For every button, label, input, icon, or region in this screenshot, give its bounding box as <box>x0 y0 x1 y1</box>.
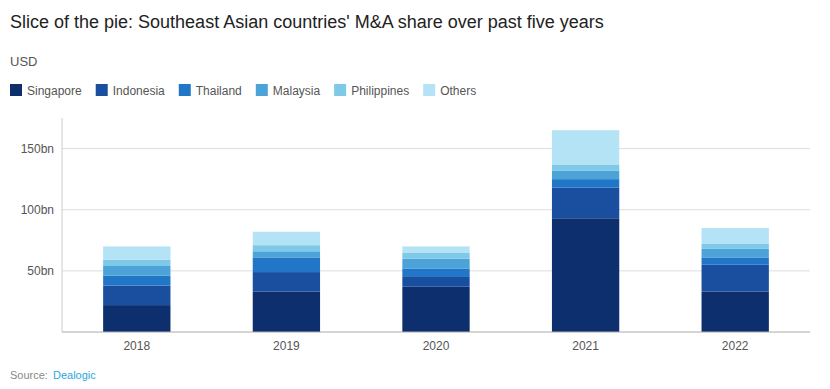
y-tick-label: 50bn <box>27 264 54 278</box>
y-tick-label: 100bn <box>21 203 54 217</box>
x-tick-label: 2022 <box>722 339 749 353</box>
bar <box>702 228 769 244</box>
legend-label: Others <box>440 84 476 98</box>
bar <box>702 257 769 264</box>
bar <box>253 251 320 257</box>
bar <box>702 244 769 249</box>
bar <box>702 265 769 292</box>
bar <box>103 305 170 332</box>
legend-label: Indonesia <box>113 84 165 98</box>
bar <box>253 232 320 245</box>
x-tick-label: 2021 <box>572 339 599 353</box>
bar <box>253 292 320 332</box>
bar <box>552 218 619 332</box>
source-link: Dealogic <box>53 369 96 381</box>
y-tick-label: 150bn <box>21 142 54 156</box>
bar <box>402 259 469 269</box>
y-axis-line <box>62 118 63 332</box>
bar <box>402 268 469 277</box>
y-axis-label: USD <box>10 54 37 69</box>
x-tick-label: 2019 <box>273 339 300 353</box>
source-label: Source: <box>10 369 51 381</box>
bar <box>103 276 170 286</box>
bar <box>103 266 170 276</box>
bar <box>253 272 320 292</box>
bar <box>103 260 170 266</box>
grid-line <box>62 148 810 149</box>
bar <box>103 246 170 259</box>
legend-label: Singapore <box>27 84 82 98</box>
bar <box>103 286 170 306</box>
legend-swatch <box>334 84 346 96</box>
bar <box>402 287 469 332</box>
bar <box>552 130 619 164</box>
legend-swatch <box>423 84 435 96</box>
legend: Singapore Indonesia Thailand Malaysia Philip… <box>10 84 476 98</box>
grid-line <box>62 209 810 210</box>
x-axis-line <box>62 332 810 333</box>
x-tick-label: 2020 <box>423 339 450 353</box>
legend-label: Philippines <box>351 84 409 98</box>
legend-swatch <box>10 84 22 96</box>
legend-swatch <box>96 84 108 96</box>
legend-label: Thailand <box>196 84 242 98</box>
legend-swatch <box>179 84 191 96</box>
bar <box>552 188 619 219</box>
bar <box>552 164 619 170</box>
bar <box>552 179 619 188</box>
legend-swatch <box>256 84 268 96</box>
bar <box>702 249 769 258</box>
bar <box>552 171 619 180</box>
x-tick-label: 2018 <box>123 339 150 353</box>
bars <box>103 130 769 332</box>
legend-label: Malaysia <box>273 84 321 98</box>
bar <box>253 245 320 251</box>
bar <box>702 292 769 332</box>
bar <box>402 253 469 259</box>
bar <box>402 246 469 252</box>
title: Slice of the pie: Southeast Asian countr… <box>10 12 604 32</box>
bar <box>253 257 320 272</box>
chart: Slice of the pie: Southeast Asian countr… <box>0 0 830 389</box>
bar <box>402 277 469 287</box>
